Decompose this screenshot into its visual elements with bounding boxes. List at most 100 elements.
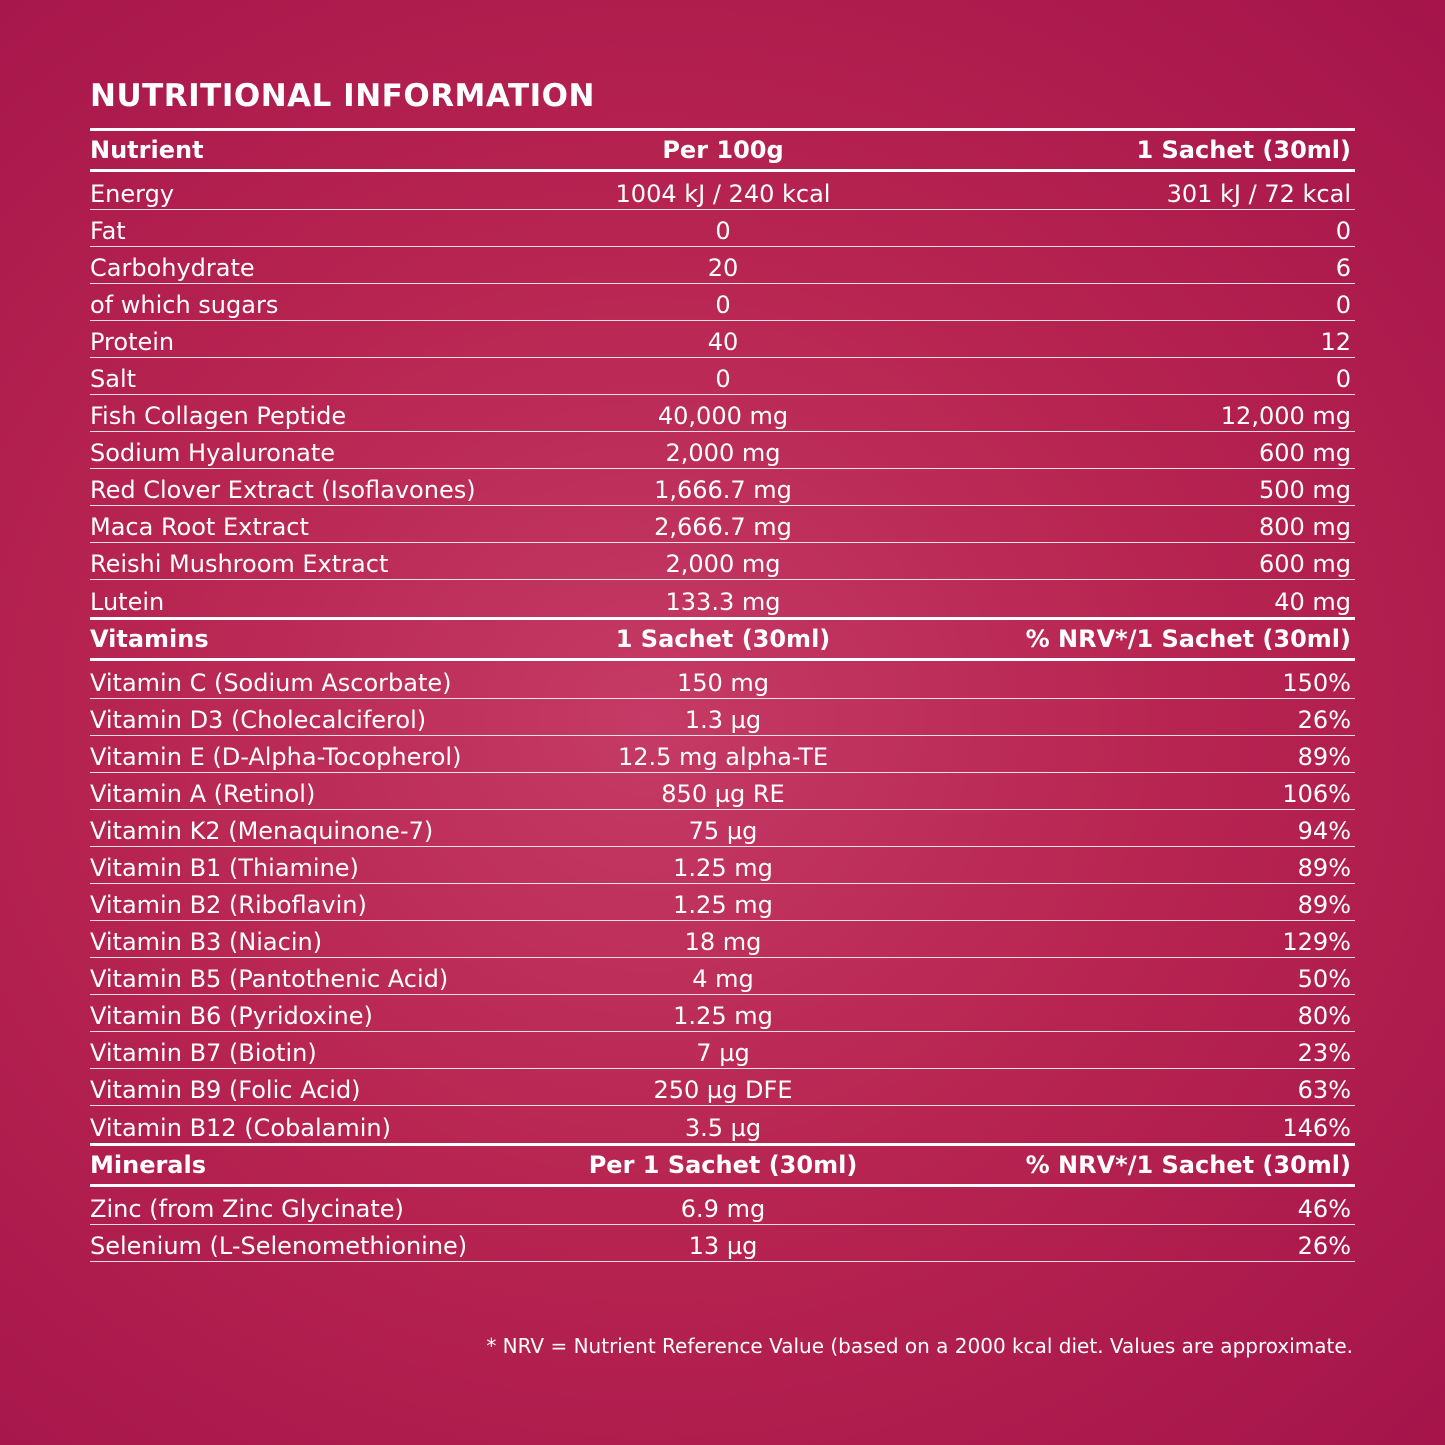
table-row: Energy 1004 kJ / 240 kcal 301 kJ / 72 kcal — [90, 172, 1355, 210]
amount-value-2: 46% — [1297, 1195, 1351, 1223]
amount-value-2: 600 mg — [1258, 439, 1351, 467]
amount-value-2: 146% — [1282, 1114, 1351, 1142]
amount-value: 1.25 mg — [673, 891, 773, 919]
amount-value: 4 mg — [692, 965, 754, 993]
table-row: Vitamin B7 (Biotin) 7 µg 23% — [90, 1032, 1355, 1069]
table-row: Vitamin B2 (Riboflavin) 1.25 mg 89% — [90, 884, 1355, 921]
nutrient-name: Vitamin D3 (Cholecalciferol) — [90, 706, 427, 734]
table-row: Vitamin D3 (Cholecalciferol) 1.3 µg 26% — [90, 699, 1355, 736]
column-header: Per 100g — [662, 136, 784, 164]
amount-value: 1.25 mg — [673, 1002, 773, 1030]
amount-value: 2,000 mg — [665, 550, 781, 578]
column-header: Per 1 Sachet (30ml) — [588, 1151, 858, 1179]
nutrient-name: Vitamin B2 (Riboflavin) — [90, 891, 367, 919]
amount-value: 40,000 mg — [657, 402, 789, 430]
nutrient-name: Protein — [90, 328, 175, 356]
table-row: Sodium Hyaluronate 2,000 mg 600 mg — [90, 432, 1355, 469]
table-row: of which sugars 0 0 — [90, 284, 1355, 321]
nutrient-name: Vitamin B6 (Pyridoxine) — [90, 1002, 373, 1030]
column-header: 1 Sachet (30ml) — [1136, 136, 1351, 164]
nutrient-name: Salt — [90, 365, 137, 393]
amount-value-2: 6 — [1335, 254, 1351, 282]
amount-value: 150 mg — [676, 669, 770, 697]
amount-value-2: 800 mg — [1258, 513, 1351, 541]
table-row: Vitamin C (Sodium Ascorbate) 150 mg 150% — [90, 661, 1355, 699]
column-header: 1 Sachet (30ml) — [615, 625, 831, 653]
table-row: Vitamin B1 (Thiamine) 1.25 mg 89% — [90, 847, 1355, 884]
amount-value: 75 µg — [688, 817, 758, 845]
table-row: Lutein 133.3 mg 40 mg — [90, 580, 1355, 617]
amount-value-2: 600 mg — [1258, 550, 1351, 578]
amount-value: 1.25 mg — [673, 854, 773, 882]
amount-value-2: 63% — [1297, 1076, 1351, 1104]
nutrient-name: Sodium Hyaluronate — [90, 439, 335, 467]
nutrient-name: Red Clover Extract (Isoflavones) — [90, 476, 476, 504]
nutrient-name: Vitamin B3 (Niacin) — [90, 928, 323, 956]
amount-value: 7 µg — [696, 1039, 750, 1067]
nutrient-name: Reishi Mushroom Extract — [90, 550, 389, 578]
nutrient-name: Vitamin B7 (Biotin) — [90, 1039, 317, 1067]
nutrient-name: Vitamin B1 (Thiamine) — [90, 854, 359, 882]
amount-value: 12.5 mg alpha-TE — [617, 743, 829, 771]
amount-value: 1.3 µg — [684, 706, 762, 734]
table-row: Vitamin B3 (Niacin) 18 mg 129% — [90, 921, 1355, 958]
section-header: Vitamins 1 Sachet (30ml) % NRV*/1 Sachet (… — [90, 617, 1355, 661]
column-header: Minerals — [90, 1151, 207, 1179]
amount-value: 1004 kJ / 240 kcal — [615, 180, 831, 208]
amount-value: 2,000 mg — [665, 439, 781, 467]
amount-value-2: 12 — [1320, 328, 1351, 356]
nutrient-name: Lutein — [90, 588, 165, 616]
amount-value-2: 129% — [1282, 928, 1351, 956]
amount-value: 6.9 mg — [680, 1195, 766, 1223]
nutrient-name: Energy — [90, 180, 175, 208]
section-header: Minerals Per 1 Sachet (30ml) % NRV*/1 Sach… — [90, 1143, 1355, 1187]
nutrient-name: Vitamin E (D-Alpha-Tocopherol) — [90, 743, 462, 771]
nutrient-name: Fish Collagen Peptide — [90, 402, 347, 430]
column-header: % NRV*/1 Sachet (30ml) — [1025, 625, 1351, 653]
column-header: Nutrient — [90, 136, 204, 164]
nutrient-name: Vitamin C (Sodium Ascorbate) — [90, 669, 452, 697]
table-row: Reishi Mushroom Extract 2,000 mg 600 mg — [90, 543, 1355, 580]
page-title: NUTRITIONAL INFORMATION — [90, 78, 595, 114]
amount-value-2: 301 kJ / 72 kcal — [1166, 180, 1351, 208]
table-row: Carbohydrate 20 6 — [90, 247, 1355, 284]
nutrient-name: Selenium (L-Selenomethionine) — [90, 1232, 468, 1260]
nutrient-name: Vitamin B5 (Pantothenic Acid) — [90, 965, 449, 993]
table-row: Fat 0 0 — [90, 210, 1355, 247]
table-row: Vitamin B9 (Folic Acid) 250 µg DFE 63% — [90, 1069, 1355, 1106]
table-row: Selenium (L-Selenomethionine) 13 µg 26% — [90, 1225, 1355, 1262]
amount-value-2: 80% — [1297, 1002, 1351, 1030]
nutrient-name: of which sugars — [90, 291, 279, 319]
nutrient-name: Carbohydrate — [90, 254, 255, 282]
table-row: Protein 40 12 — [90, 321, 1355, 358]
amount-value-2: 26% — [1297, 1232, 1351, 1260]
amount-value: 250 µg DFE — [653, 1076, 793, 1104]
amount-value: 40 — [707, 328, 739, 356]
nutrient-name: Zinc (from Zinc Glycinate) — [90, 1195, 404, 1223]
amount-value-2: 89% — [1297, 854, 1351, 882]
amount-value-2: 150% — [1282, 669, 1351, 697]
section-header: Nutrient Per 100g 1 Sachet (30ml) — [90, 128, 1355, 172]
amount-value-2: 89% — [1297, 891, 1351, 919]
amount-value: 133.3 mg — [665, 588, 781, 616]
amount-value-2: 0 — [1335, 365, 1351, 393]
amount-value: 1,666.7 mg — [654, 476, 792, 504]
table-row: Maca Root Extract 2,666.7 mg 800 mg — [90, 506, 1355, 543]
amount-value: 850 µg RE — [661, 780, 785, 808]
nutrient-name: Vitamin K2 (Menaquinone-7) — [90, 817, 434, 845]
nutrition-table: Nutrient Per 100g 1 Sachet (30ml) Energy 100… — [90, 128, 1355, 1262]
table-row: Fish Collagen Peptide 40,000 mg 12,000 mg — [90, 395, 1355, 432]
amount-value-2: 500 mg — [1258, 476, 1351, 504]
nutrient-name: Vitamin B9 (Folic Acid) — [90, 1076, 361, 1104]
amount-value-2: 23% — [1297, 1039, 1351, 1067]
table-row: Vitamin A (Retinol) 850 µg RE 106% — [90, 773, 1355, 810]
amount-value-2: 0 — [1335, 217, 1351, 245]
amount-value: 20 — [707, 254, 739, 282]
nutrient-name: Vitamin B12 (Cobalamin) — [90, 1114, 391, 1142]
table-row: Vitamin B12 (Cobalamin) 3.5 µg 146% — [90, 1106, 1355, 1143]
table-row: Salt 0 0 — [90, 358, 1355, 395]
table-row: Red Clover Extract (Isoflavones) 1,666.7 … — [90, 469, 1355, 506]
amount-value: 0 — [715, 365, 731, 393]
footnote: * NRV = Nutrient Reference Value (based … — [486, 1334, 1353, 1358]
amount-value: 0 — [715, 291, 731, 319]
